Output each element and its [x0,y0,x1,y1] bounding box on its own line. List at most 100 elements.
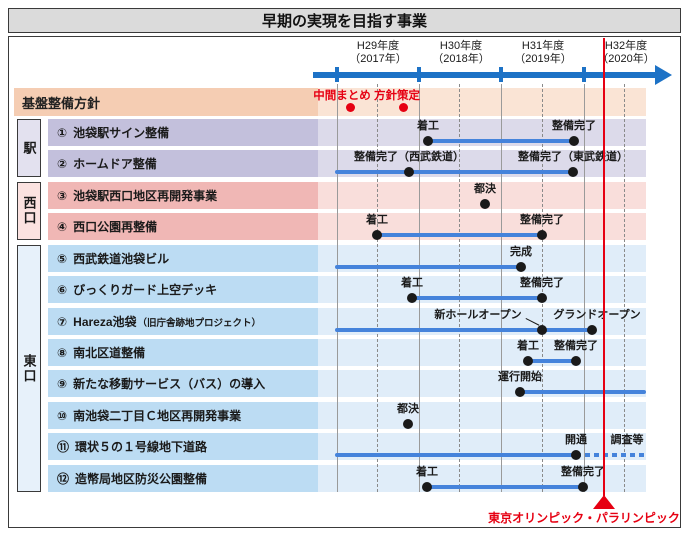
milestone-dot [568,167,578,177]
milestone-label: 調査等 [610,434,644,446]
row-title: 環状５の１号線地下道路 [75,440,208,454]
row-label: ① 池袋駅サイン整備 [48,119,318,146]
gridline-year-boundary [337,84,338,492]
axis-year-label: H31年度 （2019年） [514,40,572,65]
row-number: ⑤ [57,251,68,266]
milestone-dot [537,325,547,335]
milestone-label: 整備完了 [520,214,564,226]
timeline-arrowhead-icon [655,65,672,85]
row-label: ④ 西口公園再整備 [48,213,318,240]
axis-tick [582,67,586,82]
row-title: 新たな移動サービス（バス）の導入 [73,377,266,391]
milestone-label: 着工 [517,340,539,352]
row-title: 造幣局地区防災公園整備 [75,472,208,486]
gridline-midyear [624,84,625,492]
schedule-bar [427,485,583,489]
row-number: ⑨ [57,376,68,391]
milestone-dot [403,419,413,429]
row-title: びっくりガード上空デッキ [73,283,218,297]
policy-milestone-label: 方針策定 [374,90,420,102]
milestone-label: 開通 [565,434,587,446]
row-title: 池袋駅西口地区再開発事業 [73,189,218,203]
milestone-dot [372,230,382,240]
row-number: ⑧ [57,345,68,360]
milestone-label: 都決 [474,183,496,195]
axis-tick [499,67,503,82]
milestone-label: 着工 [417,120,439,132]
schedule-bar [335,265,521,269]
row-title: Hareza池袋 [73,315,137,329]
schedule-bar [428,139,574,143]
milestone-dot [537,293,547,303]
row-number: ① [57,125,68,140]
gridline-year-boundary [419,84,420,492]
olympics-marker-triangle-icon [593,495,615,509]
schedule-bar [335,328,592,332]
olympics-label: 東京オリンピック・パラリンピック [488,511,680,525]
schedule-bar [520,390,646,394]
milestone-label: 都決 [397,403,419,415]
milestone-label: 整備完了 [552,120,596,132]
row-label: ⑩ 南池袋二丁目Ｃ地区再開発事業 [48,402,318,429]
milestone-dot [587,325,597,335]
gridline-midyear [377,84,378,492]
schedule-bar [528,359,575,363]
milestone-dot [422,482,432,492]
axis-tick [417,67,421,82]
milestone-label: 整備完了 [554,340,598,352]
row-tint [318,402,646,429]
milestone-label: 完成 [510,246,532,258]
row-title: 南池袋二丁目Ｃ地区再開発事業 [73,409,242,423]
milestone-label: 着工 [416,466,438,478]
policy-row-tint [318,88,646,116]
row-title: 西口公園再整備 [73,220,158,234]
schedule-bar [335,170,573,174]
milestone-dot [516,262,526,272]
gridline-year-boundary [501,84,502,492]
gridline-year-boundary [584,84,585,492]
olympics-event-line [603,38,605,496]
row-number: ⑪ [57,440,70,454]
group-box-station: 駅 [17,119,41,177]
row-number: ② [57,156,68,171]
row-title: 南北区道整備 [73,346,146,360]
policy-milestone-label: 中間まとめ [313,90,371,102]
row-number: ④ [57,219,68,234]
row-label: ⑪ 環状５の１号線地下道路 [48,433,318,460]
row-number: ③ [57,188,68,203]
policy-milestone-dot [345,103,355,112]
milestone-dot [578,482,588,492]
gridline-midyear [542,84,543,492]
group-box-west: 西口 [17,182,41,240]
milestone-label: 整備完了（西武鉄道） [354,151,464,163]
policy-milestone-dot [398,103,408,112]
row-title: 池袋駅サイン整備 [73,126,170,140]
milestone-dot [404,167,414,177]
milestone-label: 新ホールオープン [434,309,522,321]
milestone-dot [423,136,433,146]
timeline-axis [313,72,657,78]
row-label: ⑨ 新たな移動サービス（バス）の導入 [48,370,318,397]
axis-year-label: H29年度 （2017年） [349,40,407,65]
schedule-bar [335,453,576,457]
milestone-label: 整備完了（東武鉄道） [518,151,628,163]
milestone-dot [407,293,417,303]
title-bar: 早期の実現を目指す事業 [8,8,681,33]
policy-row-label: 基盤整備方針 [14,88,318,116]
row-label: ⑧ 南北区道整備 [48,339,318,366]
axis-year-label: H32年度 （2020年） [597,40,655,65]
row-label: ⑤ 西武鉄道池袋ビル [48,245,318,272]
schedule-bar [377,233,542,237]
row-label: ⑥ びっくりガード上空デッキ [48,276,318,303]
milestone-label: 着工 [401,277,423,289]
row-label: ② ホームドア整備 [48,150,318,177]
milestone-dot [571,450,581,460]
milestone-dot [515,387,525,397]
row-tint [318,339,646,366]
group-box-east: 東口 [17,245,41,492]
row-number: ⑫ [57,472,70,486]
